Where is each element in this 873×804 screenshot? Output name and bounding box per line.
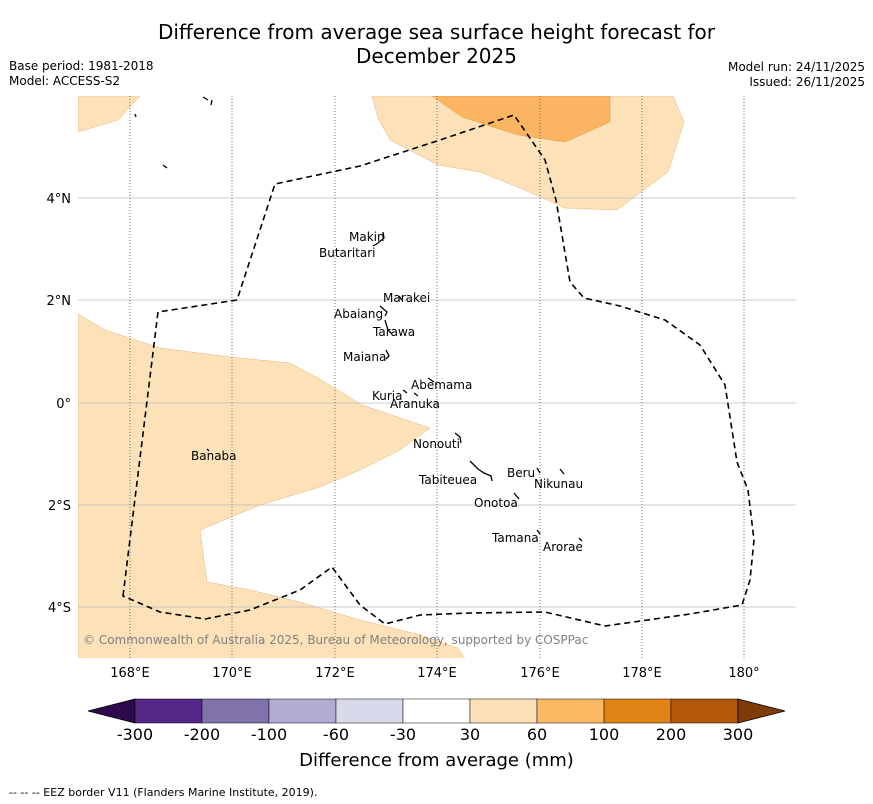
colorbar-tick-label: 30 — [459, 725, 481, 744]
place-label-banaba: Banaba — [191, 449, 237, 463]
island-outlines — [134, 96, 583, 542]
colorbar-extension-low — [87, 698, 136, 724]
place-label-nikunau: Nikunau — [534, 477, 583, 491]
place-label-butaritari: Butaritari — [319, 246, 376, 260]
colorbar-segment — [335, 698, 404, 724]
model-name: Model: ACCESS-S2 — [9, 74, 121, 88]
colorbar-segment — [402, 698, 471, 724]
eez-footnote: -- -- -- EEZ border V11 (Flanders Marine… — [9, 786, 318, 799]
place-label-tarawa: Tarawa — [372, 325, 415, 339]
colorbar — [87, 698, 786, 724]
copyright-text: © Commonwealth of Australia 2025, Bureau… — [83, 633, 588, 647]
place-label-tabiteuea: Tabiteuea — [418, 473, 477, 487]
colorbar-tick-label: -200 — [183, 725, 221, 744]
latitude-labels: 4°N 2°N 0° 2°S 4°S — [47, 192, 72, 616]
colorbar-segment — [670, 698, 739, 724]
place-label-kuria: Kuria — [372, 389, 403, 403]
lon-label-172e: 172°E — [315, 666, 355, 681]
place-label-aranuka: Aranuka — [390, 397, 440, 411]
title-line-2: December 2025 — [356, 44, 517, 68]
colorbar-tick-label: -300 — [116, 725, 154, 744]
place-label-abemama: Abemama — [411, 378, 472, 392]
colorbar-segment — [134, 698, 203, 724]
longitude-labels: 168°E 170°E 172°E 174°E 176°E 178°E 180° — [110, 666, 759, 681]
colorbar-tick-label: 100 — [588, 725, 620, 744]
colorbar-segment — [469, 698, 538, 724]
lon-label-180: 180° — [728, 666, 759, 681]
colorbar-segment — [201, 698, 270, 724]
colorbar-segment — [536, 698, 605, 724]
meta-left: Base period: 1981-2018 Model: ACCESS-S2 — [9, 59, 154, 89]
lon-label-176e: 176°E — [520, 666, 560, 681]
colorbar-segment — [603, 698, 672, 724]
colorbar-tick-label: -30 — [389, 725, 417, 744]
lat-label-4n: 4°N — [47, 192, 72, 207]
colorbar-extension-high — [737, 698, 786, 724]
map-area: Makin Butaritari Marakei Abaiang Tarawa … — [78, 96, 796, 658]
place-labels: Makin Butaritari Marakei Abaiang Tarawa … — [191, 230, 583, 554]
base-period: Base period: 1981-2018 — [9, 59, 154, 73]
place-label-beru: Beru — [507, 466, 535, 480]
place-label-makin: Makin — [349, 230, 385, 244]
colorbar-tick-label: 200 — [655, 725, 687, 744]
place-label-marakei: Marakei — [383, 291, 430, 305]
anomaly-region-60-100-north — [431, 96, 611, 143]
lon-label-170e: 170°E — [212, 666, 252, 681]
lat-label-2n: 2°N — [47, 294, 72, 309]
place-label-arorae: Arorae — [543, 540, 583, 554]
title-line-1: Difference from average sea surface heig… — [157, 20, 716, 44]
lon-label-168e: 168°E — [110, 666, 150, 681]
model-run: Model run: 24/11/2025 — [727, 60, 865, 74]
anomaly-region-30-60-west — [78, 313, 465, 658]
lon-label-174e: 174°E — [417, 666, 457, 681]
place-label-abaiang: Abaiang — [334, 307, 383, 321]
colorbar-segment — [268, 698, 337, 724]
place-label-onotoa: Onotoa — [474, 496, 518, 510]
issued-date: Issued: 26/11/2025 — [749, 75, 865, 89]
chart-title: Difference from average sea surface heig… — [0, 20, 873, 68]
place-label-nonouti: Nonouti — [413, 437, 460, 451]
colorbar-tick-label: 300 — [722, 725, 754, 744]
colorbar-tick-label: -60 — [322, 725, 350, 744]
lat-label-0: 0° — [56, 397, 71, 412]
place-label-maiana: Maiana — [343, 350, 386, 364]
colorbar-tick-label: -100 — [250, 725, 288, 744]
lon-label-178e: 178°E — [622, 666, 662, 681]
anomaly-region-30-60-topleft — [78, 96, 141, 133]
colorbar-tick-label: 60 — [526, 725, 548, 744]
meta-right: Model run: 24/11/2025 Issued: 26/11/2025 — [728, 60, 865, 90]
place-label-tamana: Tamana — [491, 531, 539, 545]
lat-label-4s: 4°S — [48, 601, 71, 616]
lat-label-2s: 2°S — [48, 499, 71, 514]
eez-border — [122, 114, 755, 627]
colorbar-title: Difference from average (mm) — [299, 750, 574, 771]
longitude-gridlines — [129, 96, 745, 658]
